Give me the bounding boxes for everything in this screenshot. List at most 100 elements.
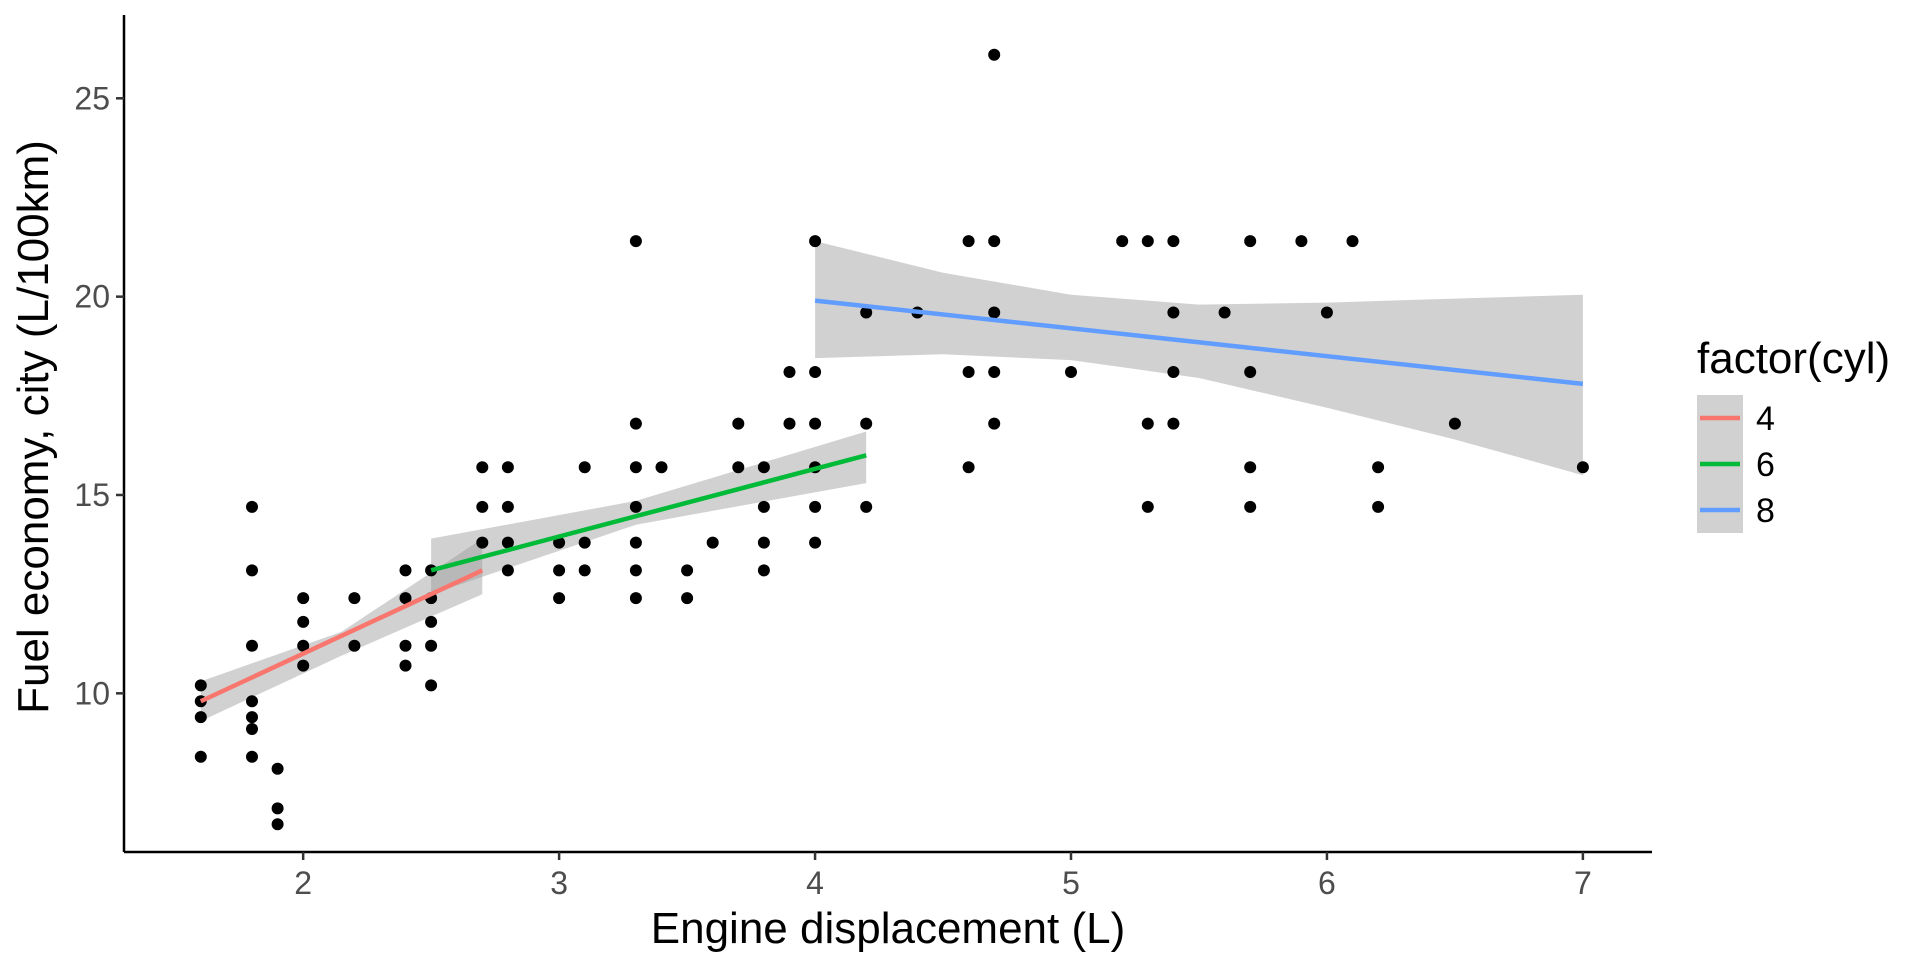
data-point (1320, 306, 1333, 319)
data-point (732, 461, 745, 474)
data-point (246, 639, 258, 652)
trend-line-6 (430, 453, 867, 573)
data-point (194, 750, 207, 763)
data-point (297, 592, 310, 605)
data-point (809, 366, 822, 378)
data-point (732, 417, 745, 430)
data-point (757, 536, 770, 549)
legend-label-4: 4 (1756, 400, 1775, 438)
data-point (783, 366, 796, 378)
data-point (501, 461, 514, 474)
data-point (629, 461, 642, 474)
x-axis-title: Engine displacement (L) (651, 904, 1125, 953)
data-point (860, 306, 873, 319)
x-tick-label: 4 (806, 865, 824, 901)
y-tick-label: 10 (74, 675, 110, 711)
data-point (655, 461, 668, 474)
data-point (1065, 366, 1077, 378)
confidence-band-4 (200, 538, 483, 722)
data-point (988, 235, 1001, 248)
data-point (962, 461, 975, 474)
legend-label-6: 6 (1756, 446, 1775, 484)
data-point (578, 461, 591, 474)
data-point (246, 723, 258, 735)
data-point (757, 564, 770, 577)
data-point (1244, 461, 1257, 474)
y-tick-label: 25 (74, 80, 110, 116)
data-point (860, 417, 873, 430)
data-point (1167, 235, 1180, 248)
data-point (757, 500, 770, 513)
trend-lines (199, 298, 1584, 704)
data-point (809, 235, 822, 248)
data-point (1218, 306, 1231, 319)
data-point (1167, 417, 1180, 430)
data-point (629, 235, 642, 248)
data-point (1244, 235, 1257, 248)
data-point (476, 536, 489, 549)
x-tick-label: 7 (1574, 865, 1592, 901)
data-point (399, 639, 412, 652)
data-point (1576, 461, 1589, 474)
data-point (1167, 366, 1180, 378)
data-point (629, 592, 642, 605)
data-point (553, 564, 566, 577)
data-point (476, 500, 489, 513)
data-point (1244, 500, 1257, 513)
y-axis-title: Fuel economy, city (L/100km) (9, 140, 58, 714)
data-point (629, 564, 642, 577)
data-point (246, 711, 258, 724)
data-point (476, 461, 489, 474)
data-point (271, 802, 284, 815)
data-point (962, 366, 975, 378)
data-point (425, 639, 438, 652)
data-point (194, 711, 207, 724)
data-point (425, 679, 438, 692)
data-point (501, 500, 514, 513)
data-point (1141, 500, 1154, 513)
data-point (962, 235, 975, 248)
data-point (578, 564, 591, 577)
data-point (1141, 417, 1154, 430)
data-point (399, 592, 412, 605)
x-tick-label: 3 (550, 865, 568, 901)
trend-line-8 (814, 298, 1584, 387)
data-point (1116, 235, 1129, 248)
y-tick-label: 20 (74, 279, 110, 315)
data-point (988, 417, 1001, 430)
data-point (271, 762, 284, 775)
data-point (194, 679, 207, 692)
data-point (1295, 235, 1308, 248)
data-point (1167, 306, 1180, 319)
data-point (425, 615, 438, 628)
legend-title: factor(cyl) (1697, 334, 1890, 383)
data-point (246, 750, 258, 763)
data-point (271, 818, 284, 831)
data-point (757, 461, 770, 474)
data-point (553, 592, 566, 605)
data-point (501, 564, 514, 577)
confidence-band-8 (815, 241, 1583, 476)
data-point (706, 536, 719, 549)
data-point (297, 615, 310, 628)
data-point (809, 500, 822, 513)
data-point (1372, 461, 1385, 474)
data-point (988, 48, 1001, 61)
data-point (246, 695, 258, 708)
y-tick-label: 15 (74, 477, 110, 513)
data-point (681, 592, 694, 605)
data-point (246, 500, 258, 513)
data-point (348, 592, 361, 605)
data-point (809, 417, 822, 430)
data-point (1141, 235, 1154, 248)
data-point (629, 417, 642, 430)
data-point (1448, 417, 1461, 430)
data-point (681, 564, 694, 577)
data-point (629, 500, 642, 513)
data-point (1372, 500, 1385, 513)
data-point (399, 564, 412, 577)
data-point (629, 536, 642, 549)
x-tick-label: 2 (294, 865, 312, 901)
x-tick-label: 6 (1318, 865, 1336, 901)
